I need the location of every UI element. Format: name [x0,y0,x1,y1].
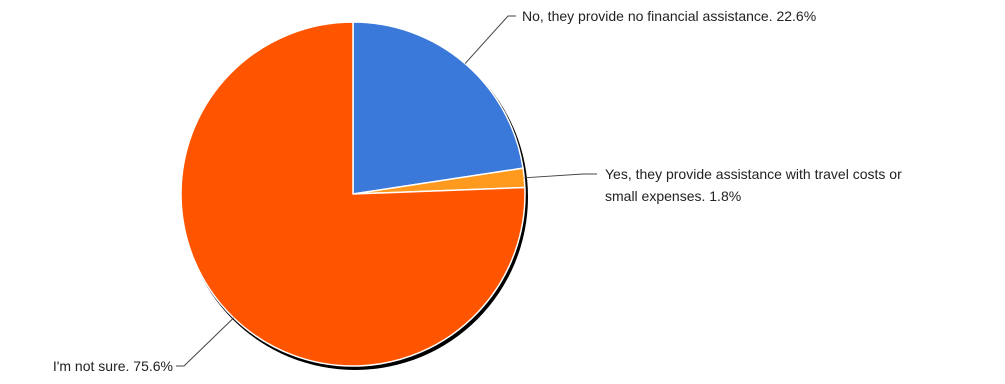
leader-line-1 [524,173,597,179]
pie-slices [180,21,526,367]
leader-line-2 [176,317,235,367]
slice-label-1-line-0: Yes, they provide assistance with travel… [605,166,902,182]
leader-line-0 [464,15,516,64]
slice-labels: No, they provide no financial assistance… [53,8,902,374]
leader-lines [176,15,597,367]
slice-label-1: Yes, they provide assistance with travel… [605,166,902,204]
pie-slice-0 [352,21,524,195]
slice-label-0: No, they provide no financial assistance… [522,8,816,24]
slice-label-2-line-0: I'm not sure. 75.6% [53,358,173,374]
slice-label-1-line-1: small expenses. 1.8% [605,188,741,204]
slice-label-0-line-0: No, they provide no financial assistance… [522,8,816,24]
slice-label-2: I'm not sure. 75.6% [53,358,173,374]
pie-slice-2 [180,21,526,367]
